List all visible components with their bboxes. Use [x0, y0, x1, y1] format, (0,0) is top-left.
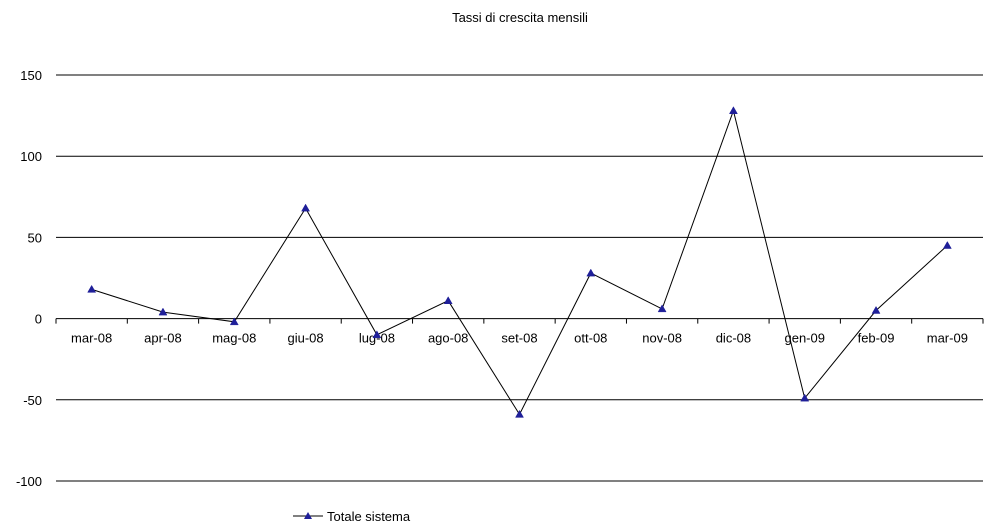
- x-tick-label: lug-08: [359, 331, 395, 346]
- y-axis-tick-labels: -100 -50 0 50 100 150: [16, 68, 42, 489]
- data-point: [229, 317, 239, 326]
- x-tick-label: ago-08: [428, 331, 468, 346]
- data-point: [158, 307, 168, 316]
- data-point: [586, 268, 596, 277]
- data-point: [871, 305, 881, 314]
- x-tick-label: feb-09: [858, 331, 895, 346]
- x-tick-label: mar-08: [71, 331, 112, 346]
- data-point: [515, 409, 524, 418]
- y-tick-label: 100: [20, 149, 42, 164]
- data-point: [443, 296, 453, 304]
- data-point: [728, 106, 738, 114]
- y-tick-label: -100: [16, 474, 42, 489]
- y-tick-label: 150: [20, 68, 42, 83]
- data-point: [942, 241, 952, 249]
- x-tick-label: ott-08: [574, 331, 607, 346]
- data-point: [657, 304, 667, 313]
- data-point: [372, 330, 382, 339]
- x-tick-label: giu-08: [288, 331, 324, 346]
- x-axis-tick-labels: mar-08 apr-08 mag-08 giu-08 lug-08 ago-08 set-…: [71, 331, 968, 346]
- y-tick-label: 50: [28, 230, 42, 245]
- x-tick-label: mar-09: [927, 331, 968, 346]
- legend: Totale sistema: [293, 509, 411, 524]
- x-tick-label: dic-08: [716, 331, 751, 346]
- series-group: [87, 106, 952, 418]
- data-point: [301, 203, 311, 212]
- legend-label: Totale sistema: [327, 509, 411, 524]
- x-tick-label: gen-09: [784, 331, 824, 346]
- data-point: [800, 393, 810, 402]
- x-tick-label: mag-08: [212, 331, 256, 346]
- x-tick-label: set-08: [501, 331, 537, 346]
- x-tick-label: nov-08: [642, 331, 682, 346]
- y-tick-label: -50: [23, 393, 42, 408]
- legend-triangle-marker-icon: [304, 512, 312, 519]
- x-tick-label: apr-08: [144, 331, 182, 346]
- gridlines: [55, 74, 984, 482]
- y-tick-label: 0: [35, 312, 42, 327]
- chart-title: Tassi di crescita mensili: [452, 10, 588, 25]
- data-point: [87, 284, 97, 293]
